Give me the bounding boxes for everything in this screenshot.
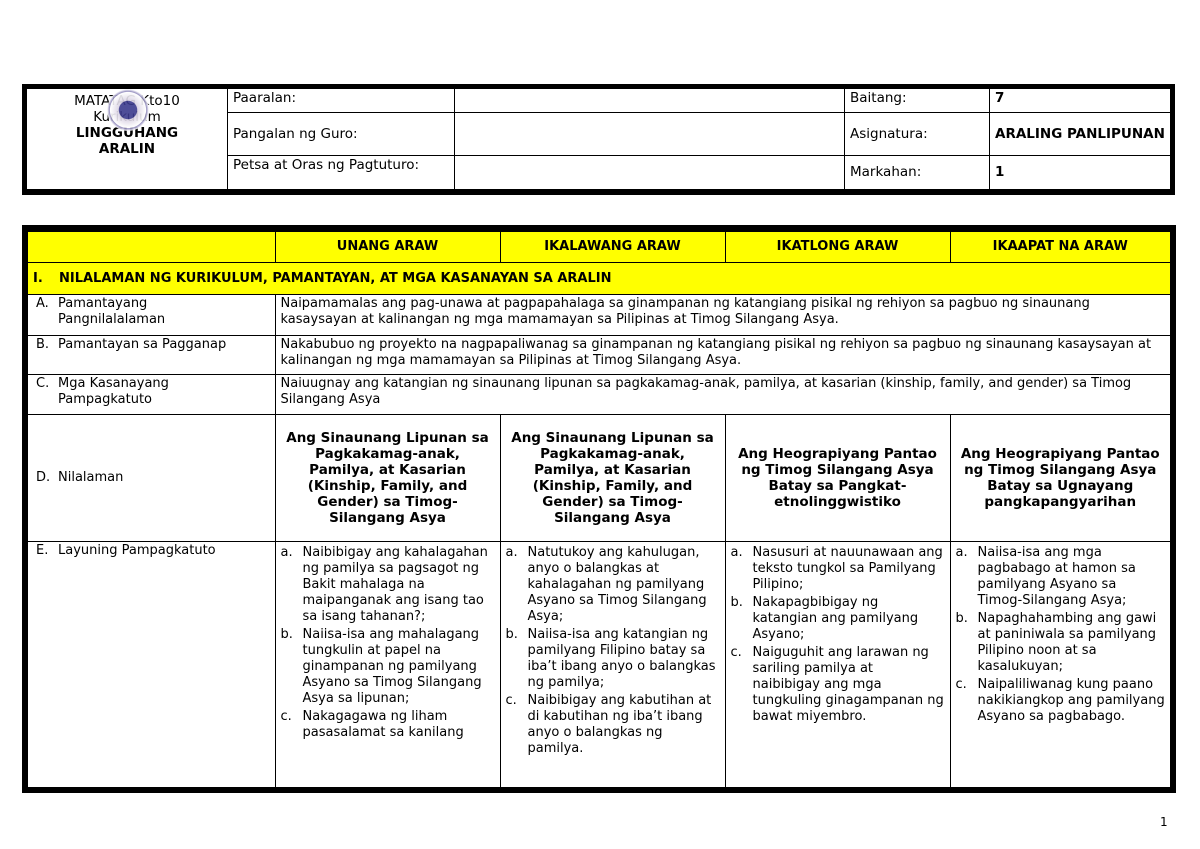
item-marker: a. — [505, 545, 518, 560]
item-marker: b. — [505, 627, 518, 642]
item-text: Nakagagawa ng liham pasasalamat sa kanil… — [302, 709, 464, 740]
objective-item: a. Naibibigay ang kahalagahan ng pamilya … — [281, 545, 495, 625]
baitang-value: 7 — [989, 86, 1173, 113]
section-heading: I. NILALAMAN NG KURIKULUM, PAMANTAYAN, AT… — [24, 262, 1174, 295]
objective-item: b. Naiisa-isa ang katangian ng pamilyang … — [506, 627, 720, 691]
markahan-value: 1 — [989, 155, 1173, 192]
lesson-table: UNANG ARAW IKALAWANG ARAW IKATLONG ARAW … — [22, 225, 1176, 793]
nilalaman-day-4: Ang Heograpiyang Pantao ng Timog Silanga… — [949, 414, 1174, 542]
item-text: Naibibigay ang kabutihan at di kabutihan… — [527, 693, 712, 756]
baitang-label: Baitang: — [844, 86, 990, 113]
item-marker: c. — [955, 677, 967, 692]
objective-item: a. Naiisa-isa ang mga pagbabago at hamon … — [956, 545, 1166, 609]
row-label-b: B. Pamantayan sa Pagganap — [24, 335, 276, 375]
item-marker: b. — [955, 611, 968, 626]
row-text-c: Naiuugnay ang katangian ng sinaunang lip… — [274, 374, 1174, 415]
nilalaman-day-3: Ang Heograpiyang Pantao ng Timog Silanga… — [724, 414, 951, 542]
item-marker: c. — [730, 645, 742, 660]
guro-label: Pangalan ng Guro: — [227, 112, 455, 156]
item-marker: a. — [730, 545, 743, 560]
layunin-day-3: a. Nasusuri at nauunawaan ang teksto tung… — [724, 541, 951, 790]
row-text-a: Naipamamalas ang pag-unawa at pagpapahal… — [274, 294, 1174, 336]
objective-item: c. Naiguguhit ang larawan ng sariling pam… — [731, 645, 945, 725]
item-text: Naipaliliwanag kung paano nakikiangkop a… — [977, 677, 1165, 724]
guro-value — [454, 112, 845, 156]
layunin-day-4: a. Naiisa-isa ang mga pagbabago at hamon … — [949, 541, 1174, 790]
item-text: Napaghahambing ang gawi at paniniwala sa… — [977, 611, 1157, 674]
asignatura-value: ARALING PANLIPUNAN — [989, 112, 1173, 156]
page-number: 1 — [1160, 815, 1168, 829]
item-text: Naiisa-isa ang katangian ng pamilyang Fi… — [527, 627, 716, 690]
item-text: Nasusuri at nauunawaan ang teksto tungko… — [752, 545, 943, 592]
document-title: LINGGUHANG ARALIN — [75, 125, 179, 157]
item-marker: b. — [280, 627, 293, 642]
markahan-label: Markahan: — [844, 155, 990, 192]
row-label-a: A. Pamantayang Pangnilalalaman — [24, 294, 276, 336]
corner-cell — [24, 228, 276, 263]
row-label-d: D. Nilalaman — [24, 414, 276, 542]
nilalaman-day-1: Ang Sinaunang Lipunan sa Pagkakamag-anak… — [274, 414, 501, 542]
paaralan-value — [454, 86, 845, 113]
item-text: Naiguguhit ang larawan ng sariling pamil… — [752, 645, 944, 724]
header-table: MATATAG Kto10Kurikulum LINGGUHANGARALIN … — [22, 84, 1175, 195]
deped-seal-icon — [107, 89, 149, 131]
row-label-c: C. Mga Kasanayang Pampagkatuto — [24, 374, 276, 415]
column-header: IKAAPAT NA ARAW — [949, 228, 1174, 263]
objective-item: c. Naipaliliwanag kung paano nakikiangkop… — [956, 677, 1166, 725]
item-text: Naiisa-isa ang mga pagbabago at hamon sa… — [977, 545, 1136, 608]
petsa-label: Petsa at Oras ng Pagtuturo: — [227, 155, 455, 192]
layunin-day-1: a. Naibibigay ang kahalagahan ng pamilya … — [274, 541, 501, 790]
objective-item: c. Naibibigay ang kabutihan at di kabutih… — [506, 693, 720, 757]
nilalaman-day-2: Ang Sinaunang Lipunan sa Pagkakamag-anak… — [499, 414, 726, 542]
layunin-day-2: a. Natutukoy ang kahulugan, anyo o balang… — [499, 541, 726, 790]
row-text-b: Nakabubuo ng proyekto na nagpapaliwanag … — [274, 335, 1174, 375]
item-text: Naiisa-isa ang mahalagang tungkulin at p… — [302, 627, 482, 706]
objective-item: c. Nakagagawa ng liham pasasalamat sa kan… — [281, 709, 495, 741]
objective-item: a. Nasusuri at nauunawaan ang teksto tung… — [731, 545, 945, 593]
item-text: Nakapagbibigay ng katangian ang pamilyan… — [752, 595, 919, 642]
petsa-value — [454, 155, 845, 192]
paaralan-label: Paaralan: — [227, 86, 455, 113]
item-text: Naibibigay ang kahalagahan ng pamilya sa… — [302, 545, 488, 624]
item-marker: a. — [280, 545, 293, 560]
objective-item: a. Natutukoy ang kahulugan, anyo o balang… — [506, 545, 720, 625]
item-marker: c. — [505, 693, 517, 708]
objective-item: b. Napaghahambing ang gawi at paniniwala … — [956, 611, 1166, 675]
objective-item: b. Nakapagbibigay ng katangian ang pamily… — [731, 595, 945, 643]
column-header: IKALAWANG ARAW — [499, 228, 726, 263]
item-marker: b. — [730, 595, 743, 610]
item-marker: c. — [280, 709, 292, 724]
row-label-e: E. Layuning Pampagkatuto — [24, 541, 276, 790]
column-header: UNANG ARAW — [274, 228, 501, 263]
asignatura-label: Asignatura: — [844, 112, 990, 156]
column-header: IKATLONG ARAW — [724, 228, 951, 263]
objective-item: b. Naiisa-isa ang mahalagang tungkulin at… — [281, 627, 495, 707]
item-marker: a. — [955, 545, 968, 560]
item-text: Natutukoy ang kahulugan, anyo o balangka… — [527, 545, 707, 624]
